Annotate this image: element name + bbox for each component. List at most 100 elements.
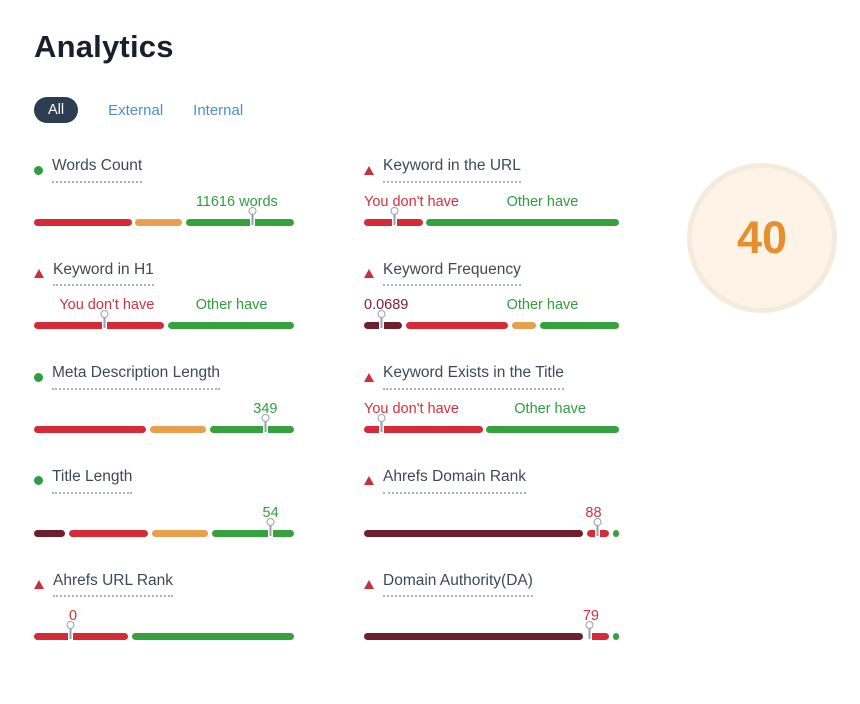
bar-segment-red xyxy=(34,322,164,330)
metric-card: Domain Authority(DA) 79 xyxy=(364,572,619,641)
bar-segment-red xyxy=(364,218,423,226)
metric-value-label: 54 xyxy=(262,504,279,521)
metric-score-bar xyxy=(34,310,294,330)
metric-label-row: 54 xyxy=(34,502,294,523)
metric-card: Keyword in the URL You don't have Other h… xyxy=(364,157,619,226)
metric-card: Meta Description Length 349 xyxy=(34,364,294,434)
bar-segment-orange xyxy=(135,218,183,226)
metric-header: Ahrefs Domain Rank xyxy=(364,468,619,494)
tab-external[interactable]: External xyxy=(108,98,163,123)
metric-title-link[interactable]: Meta Description Length xyxy=(52,364,221,391)
metric-label-row: 11616 words xyxy=(34,191,294,212)
metrics-grid: Words Count 11616 words Keyword in the U… xyxy=(34,157,860,641)
metric-title-link[interactable]: Keyword in the URL xyxy=(383,157,521,183)
warning-triangle-icon xyxy=(364,372,374,382)
bar-segment-red xyxy=(69,529,149,537)
bar-segment-red xyxy=(406,322,509,330)
metric-title-link[interactable]: Ahrefs Domain Rank xyxy=(383,468,527,494)
metric-header: Domain Authority(DA) xyxy=(364,572,619,598)
bar-segment-green xyxy=(612,529,619,537)
metric-value-label: Other have xyxy=(514,401,587,418)
metric-title-link[interactable]: Ahrefs URL Rank xyxy=(53,572,174,598)
metric-title-link[interactable]: Title Length xyxy=(52,468,133,494)
bar-segment-red xyxy=(34,426,146,434)
metric-card: Ahrefs Domain Rank 88 xyxy=(364,468,619,537)
warning-triangle-icon xyxy=(34,269,44,279)
bar-segment-green xyxy=(612,633,619,641)
metric-header: Keyword in the URL xyxy=(364,157,619,183)
bar-segment-orange xyxy=(152,529,209,537)
bar-segment-orange xyxy=(511,322,537,330)
metric-score-bar xyxy=(34,517,294,537)
metric-header: Keyword Frequency xyxy=(364,261,619,287)
page-title: Analytics xyxy=(34,29,174,64)
tab-bar: All External Internal xyxy=(34,96,860,124)
tab-internal[interactable]: Internal xyxy=(193,98,243,123)
metric-card: Title Length 54 xyxy=(34,468,294,537)
metric-value-label: Other have xyxy=(195,297,268,314)
bar-segment-red xyxy=(587,633,609,641)
metric-card: Keyword in H1 You don't have Other have xyxy=(34,261,294,330)
metric-label-row: 88 xyxy=(364,502,619,523)
metric-label-row: 79 xyxy=(364,605,619,626)
warning-triangle-icon xyxy=(364,269,374,279)
bar-segment-maroon xyxy=(364,322,403,330)
bar-segment-green xyxy=(209,426,294,434)
metric-title-link[interactable]: Keyword in H1 xyxy=(53,261,154,287)
good-status-dot-icon xyxy=(34,476,43,486)
metric-value-label: You don't have xyxy=(59,297,155,314)
metric-value-label: 0.0689 xyxy=(364,297,409,314)
metric-title-link[interactable]: Keyword Exists in the Title xyxy=(383,364,564,391)
bar-segment-red xyxy=(34,218,132,226)
metric-score-bar xyxy=(364,310,619,330)
bar-segment-green xyxy=(486,426,619,434)
metric-value-label: 79 xyxy=(582,608,600,625)
metrics-content: Words Count 11616 words Keyword in the U… xyxy=(34,157,860,641)
metric-label-row: 0.0689 Other have xyxy=(364,294,619,315)
metric-score-bar xyxy=(34,206,294,226)
metric-label-row: 349 xyxy=(34,398,294,419)
metric-title-link[interactable]: Keyword Frequency xyxy=(383,261,521,287)
metric-card: Words Count 11616 words xyxy=(34,157,294,226)
metric-card: Ahrefs URL Rank 0 xyxy=(34,572,294,641)
bar-segment-green xyxy=(539,322,619,330)
metric-card: Keyword Frequency 0.0689 Other have xyxy=(364,261,619,330)
bar-segment-green xyxy=(186,218,294,226)
metric-label-row: You don't have Other have xyxy=(34,294,294,315)
bar-segment-maroon xyxy=(364,529,584,537)
metric-value-label: You don't have xyxy=(364,193,459,210)
metric-value-label: Other have xyxy=(506,297,579,314)
bar-segment-green xyxy=(167,322,294,330)
metric-title-link[interactable]: Words Count xyxy=(52,157,143,183)
metric-header: Title Length xyxy=(34,468,294,494)
bar-segment-orange xyxy=(149,426,206,434)
warning-triangle-icon xyxy=(364,579,374,589)
warning-triangle-icon xyxy=(364,165,374,175)
metric-label-row: 0 xyxy=(34,605,294,626)
metric-score-bar xyxy=(364,414,619,434)
metric-header: Words Count xyxy=(34,157,294,183)
good-status-dot-icon xyxy=(34,165,43,175)
bar-segment-maroon xyxy=(34,529,66,537)
metric-label-row: You don't have Other have xyxy=(364,398,619,419)
bar-segment-red xyxy=(364,426,483,434)
metric-header: Ahrefs URL Rank xyxy=(34,572,294,598)
metric-value-label: You don't have xyxy=(364,401,459,418)
metric-value-label: 0 xyxy=(68,608,78,625)
metric-card: Keyword Exists in the Title You don't ha… xyxy=(364,364,619,434)
metric-header: Meta Description Length xyxy=(34,364,294,391)
bar-segment-red xyxy=(587,529,609,537)
bar-segment-green xyxy=(426,218,619,226)
warning-triangle-icon xyxy=(34,579,44,589)
metric-value-label: 11616 words xyxy=(195,193,278,210)
bar-segment-maroon xyxy=(364,633,584,641)
warning-triangle-icon xyxy=(364,476,374,486)
metric-title-link[interactable]: Domain Authority(DA) xyxy=(383,572,533,598)
metric-value-label: 88 xyxy=(585,504,602,521)
metric-value-label: 349 xyxy=(253,401,278,418)
overall-score-badge: 40 xyxy=(687,163,837,313)
metric-header: Keyword in H1 xyxy=(34,261,294,287)
tab-all[interactable]: All xyxy=(34,96,79,124)
overall-score-value: 40 xyxy=(736,212,788,263)
